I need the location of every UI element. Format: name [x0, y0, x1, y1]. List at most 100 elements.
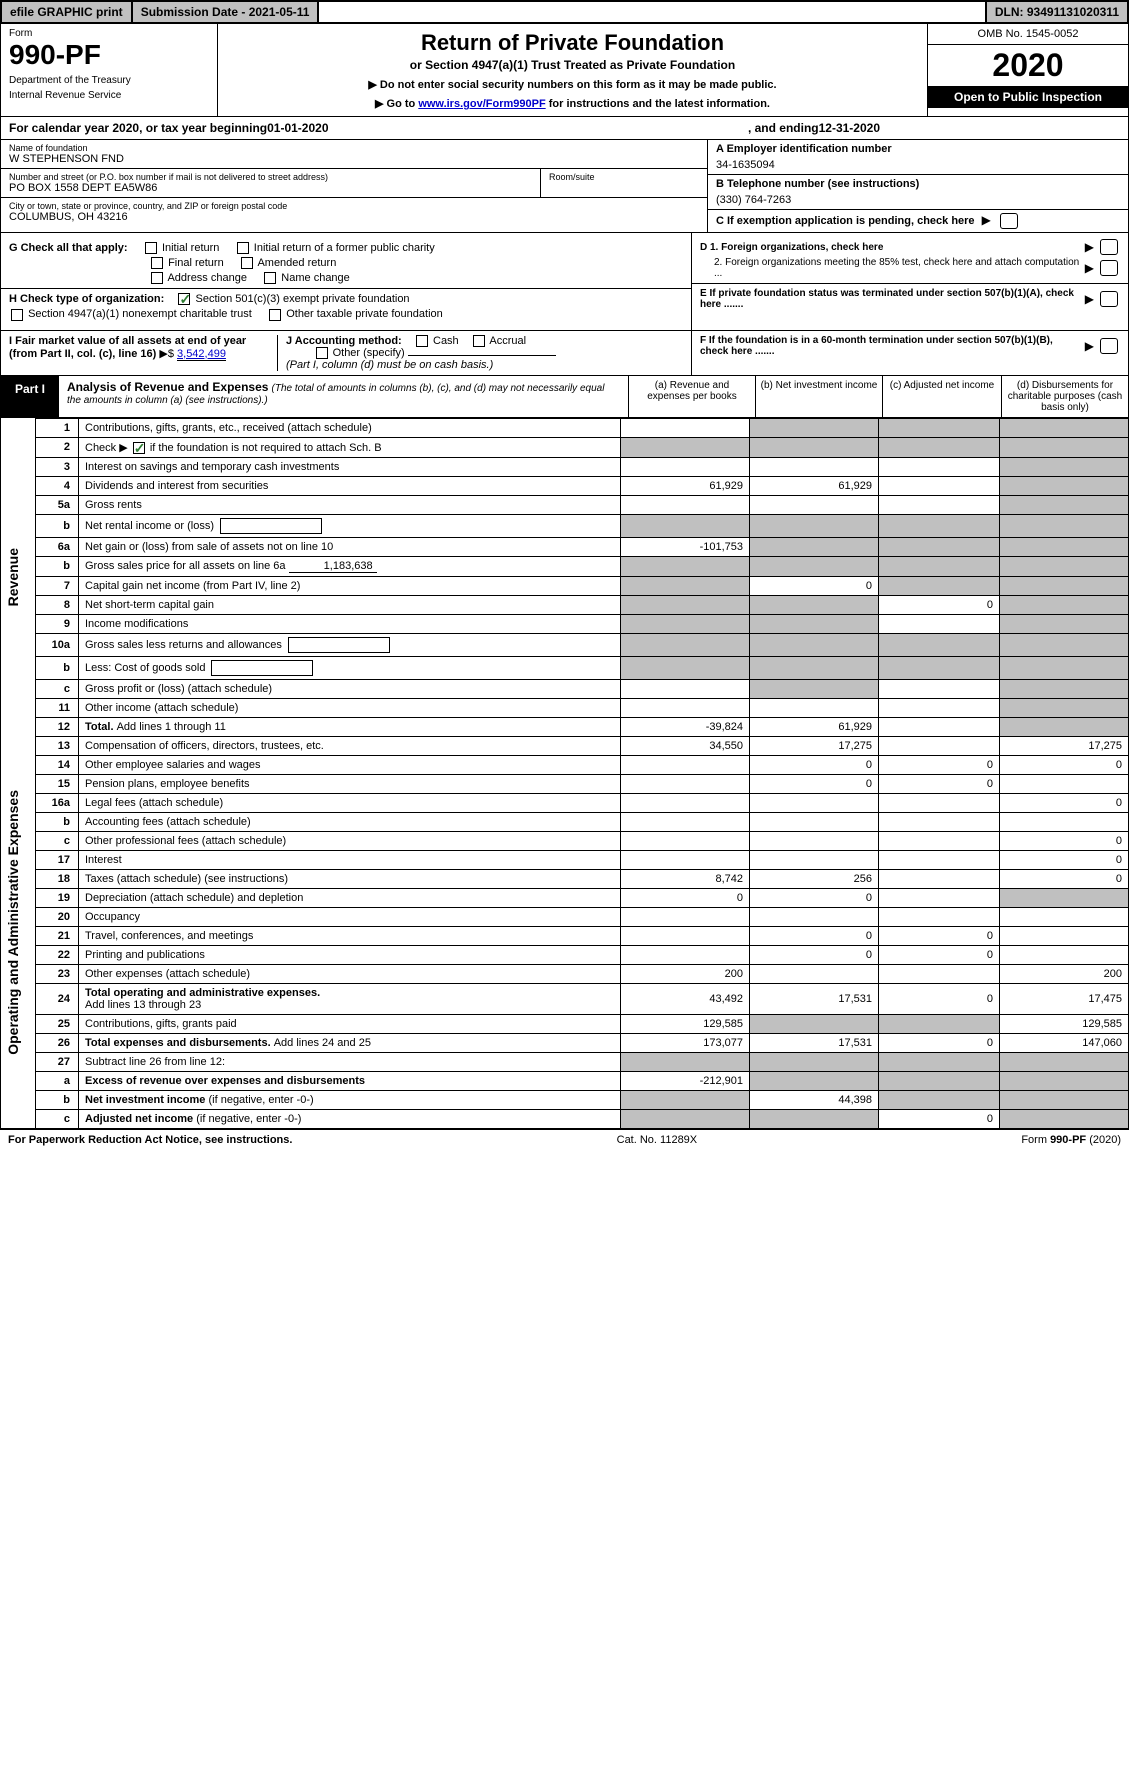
- part1-header: Part I Analysis of Revenue and Expenses …: [0, 376, 1129, 418]
- line6b-b: [750, 556, 879, 576]
- amended-return-checkbox[interactable]: [241, 257, 253, 269]
- line27-c: [879, 1052, 1000, 1071]
- phone: (330) 764-7263: [716, 194, 1120, 206]
- address-row: Number and street (or P.O. box number if…: [1, 169, 707, 198]
- line10a-a: [621, 633, 750, 656]
- omb-number: OMB No. 1545-0052: [928, 24, 1128, 45]
- line12-desc: Total. Add lines 1 through 11: [79, 717, 621, 736]
- line24-pre: Total operating and administrative expen…: [85, 987, 320, 999]
- line23-c: [879, 964, 1000, 983]
- line12-pre: Total.: [85, 721, 117, 733]
- calyear-mid: , and ending: [748, 121, 819, 135]
- line16a-a: [621, 793, 750, 812]
- line4-b: 61,929: [750, 476, 879, 495]
- g-line: G Check all that apply: Initial return I…: [9, 242, 683, 254]
- city-state-zip: COLUMBUS, OH 43216: [9, 211, 699, 223]
- schb-checkbox[interactable]: [133, 442, 145, 454]
- other-taxable-checkbox[interactable]: [269, 309, 281, 321]
- ein: 34-1635094: [716, 159, 1120, 171]
- line-num: 8: [36, 595, 79, 614]
- line-num: b: [36, 812, 79, 831]
- cash-label: Cash: [433, 335, 459, 347]
- fmv-value[interactable]: 3,542,499: [177, 348, 226, 361]
- 501c3-checkbox[interactable]: [178, 293, 190, 305]
- open-inspection: Open to Public Inspection: [928, 86, 1128, 108]
- i-arrow: ▶$: [159, 348, 174, 360]
- line10a-c: [879, 633, 1000, 656]
- c-checkbox[interactable]: [1000, 213, 1018, 229]
- line18-a: 8,742: [621, 869, 750, 888]
- line19-d: [1000, 888, 1129, 907]
- accrual-checkbox[interactable]: [473, 335, 485, 347]
- line14-desc: Other employee salaries and wages: [79, 755, 621, 774]
- cash-checkbox[interactable]: [416, 335, 428, 347]
- line14-a: [621, 755, 750, 774]
- line6b-desc: Gross sales price for all assets on line…: [79, 556, 621, 576]
- name-change-checkbox[interactable]: [264, 272, 276, 284]
- note-ssn: ▶ Do not enter social security numbers o…: [238, 78, 907, 91]
- d1-checkbox[interactable]: [1100, 239, 1118, 255]
- line5b-desc: Net rental income or (loss): [79, 514, 621, 537]
- accrual-label: Accrual: [489, 335, 526, 347]
- other-specify-field[interactable]: [408, 355, 556, 356]
- line-num: 4: [36, 476, 79, 495]
- line9-d: [1000, 614, 1129, 633]
- calendar-year-line: For calendar year 2020, or tax year begi…: [0, 117, 1129, 140]
- line-num: 20: [36, 907, 79, 926]
- g-line3: Address change Name change: [9, 272, 683, 284]
- line16b-a: [621, 812, 750, 831]
- line10c-c: [879, 679, 1000, 698]
- initial-former-checkbox[interactable]: [237, 242, 249, 254]
- line24-b: 17,531: [750, 983, 879, 1014]
- address-change-checkbox[interactable]: [151, 272, 163, 284]
- g-h-left: G Check all that apply: Initial return I…: [1, 233, 691, 329]
- line24-desc: Total operating and administrative expen…: [79, 983, 621, 1014]
- line19-b: 0: [750, 888, 879, 907]
- line23-desc: Other expenses (attach schedule): [79, 964, 621, 983]
- top-bar: efile GRAPHIC print Submission Date - 20…: [0, 0, 1129, 24]
- line1-desc: Contributions, gifts, grants, etc., rece…: [79, 418, 621, 437]
- line22-desc: Printing and publications: [79, 945, 621, 964]
- line10a-blank[interactable]: [288, 637, 390, 653]
- form990pf-link[interactable]: www.irs.gov/Form990PF: [418, 98, 545, 110]
- line9-c: [879, 614, 1000, 633]
- line15-b: 0: [750, 774, 879, 793]
- amended-return-label: Amended return: [257, 257, 336, 269]
- line6a-a: -101,753: [621, 537, 750, 556]
- f-checkbox[interactable]: [1100, 338, 1118, 354]
- line6a-d: [1000, 537, 1129, 556]
- line26-desc: Total expenses and disbursements. Add li…: [79, 1033, 621, 1052]
- line19-c: [879, 888, 1000, 907]
- 4947-checkbox[interactable]: [11, 309, 23, 321]
- line17-a: [621, 850, 750, 869]
- g-label: G Check all that apply:: [9, 242, 128, 254]
- col-c-header: (c) Adjusted net income: [882, 376, 1001, 417]
- line3-b: [750, 457, 879, 476]
- line3-a: [621, 457, 750, 476]
- initial-return-checkbox[interactable]: [145, 242, 157, 254]
- line27b-d: [1000, 1090, 1129, 1109]
- initial-former-label: Initial return of a former public charit…: [254, 242, 435, 254]
- line4-c: [879, 476, 1000, 495]
- footer-right-pre: Form: [1021, 1134, 1050, 1146]
- line22-c: 0: [879, 945, 1000, 964]
- c-cell: C If exemption application is pending, c…: [708, 210, 1128, 232]
- line16b-desc: Accounting fees (attach schedule): [79, 812, 621, 831]
- final-return-label: Final return: [168, 257, 224, 269]
- line10b-c: [879, 656, 1000, 679]
- submission-date: Submission Date - 2021-05-11: [133, 2, 320, 22]
- line-num: 21: [36, 926, 79, 945]
- e-checkbox[interactable]: [1100, 291, 1118, 307]
- e-label: E If private foundation status was termi…: [700, 288, 1081, 310]
- line7-c: [879, 576, 1000, 595]
- street-address: PO BOX 1558 DEPT EA5W86: [9, 182, 532, 194]
- line-num: 26: [36, 1033, 79, 1052]
- line3-c: [879, 457, 1000, 476]
- final-return-checkbox[interactable]: [151, 257, 163, 269]
- other-method-checkbox[interactable]: [316, 347, 328, 359]
- line10b-blank[interactable]: [211, 660, 313, 676]
- d2-checkbox[interactable]: [1100, 260, 1118, 276]
- line16c-d: 0: [1000, 831, 1129, 850]
- line14-d: 0: [1000, 755, 1129, 774]
- line5b-blank[interactable]: [220, 518, 322, 534]
